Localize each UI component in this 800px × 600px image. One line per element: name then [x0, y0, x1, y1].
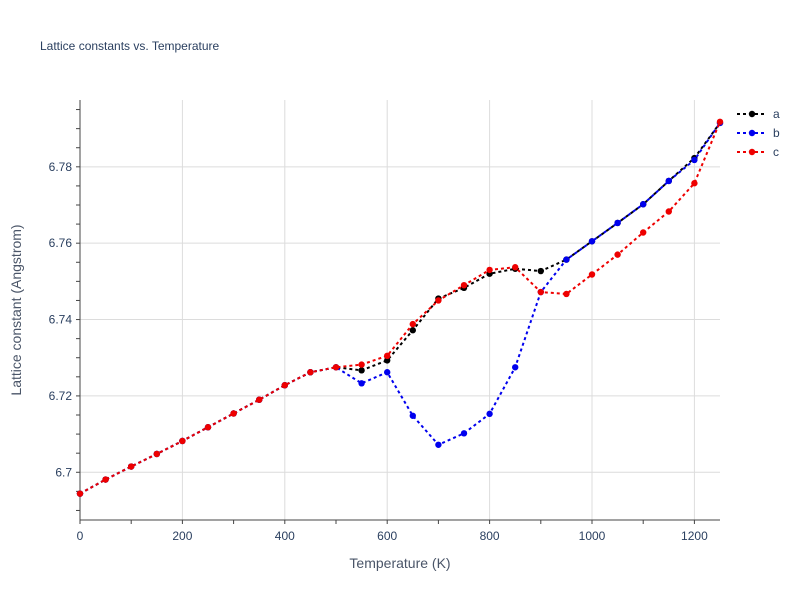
series-line-c: [79, 121, 721, 495]
y-axis-title: Lattice constant (Angstrom): [8, 224, 24, 395]
data-point-c: [256, 396, 263, 403]
axes: 0 200 400 600 800 1000 1200 6.7 6.72 6.74 6.76 6.78: [49, 100, 720, 543]
data-point-a: [358, 367, 365, 374]
y-tick-label: 6.76: [49, 236, 73, 250]
series-line-b: [79, 122, 721, 495]
data-point-c: [486, 266, 493, 274]
data-point-c: [512, 264, 519, 271]
data-point-b: [486, 410, 493, 418]
x-tick-label: 600: [377, 529, 397, 543]
data-point-b: [435, 441, 442, 448]
data-point-c: [153, 450, 160, 458]
data-point-b: [512, 364, 519, 371]
legend-marker-b: [748, 129, 756, 137]
legend-marker-c: [748, 148, 756, 156]
data-point-c: [102, 476, 109, 483]
legend-label-b: b: [773, 126, 780, 140]
data-point-b: [640, 201, 647, 208]
data-point-c: [358, 361, 365, 368]
data-point-c: [128, 463, 135, 470]
x-tick-label: 400: [275, 529, 295, 543]
data-point-c: [307, 369, 314, 376]
y-tick-label: 6.78: [49, 160, 73, 174]
data-point-c: [230, 410, 237, 417]
series-layer: [76, 118, 724, 497]
series-b: [76, 119, 724, 497]
data-point-b: [384, 369, 391, 376]
series-line-a: [79, 122, 721, 495]
legend-item-c[interactable]: c: [737, 145, 779, 159]
data-point-c: [640, 229, 647, 236]
data-point-c: [614, 251, 621, 258]
data-point-c: [435, 297, 442, 304]
y-tick-label: 6.7: [55, 465, 72, 479]
data-point-b: [588, 238, 596, 245]
legend-label-c: c: [773, 145, 779, 159]
data-point-c: [563, 290, 570, 298]
legend-item-b[interactable]: b: [737, 126, 780, 140]
series-c: [76, 118, 724, 497]
legend-marker-a: [748, 110, 756, 118]
data-point-b: [614, 219, 621, 227]
data-point-c: [409, 320, 416, 328]
data-point-a: [384, 357, 391, 364]
data-point-c: [716, 118, 724, 125]
data-point-a: [409, 327, 416, 334]
data-point-c: [537, 288, 544, 296]
x-tick-label: 1200: [681, 529, 708, 543]
data-point-c: [691, 180, 698, 187]
x-tick-label: 800: [480, 529, 500, 543]
data-point-c: [665, 208, 672, 215]
x-axis-title: Temperature (K): [349, 555, 450, 571]
data-point-a: [537, 267, 544, 275]
y-tick-label: 6.72: [49, 389, 73, 403]
legend-label-a: a: [773, 107, 780, 121]
x-tick-label: 200: [172, 529, 192, 543]
x-tick-label: 1000: [579, 529, 606, 543]
data-point-c: [588, 271, 596, 278]
data-point-c: [384, 352, 391, 360]
data-point-b: [691, 156, 698, 164]
data-point-c: [460, 281, 468, 289]
legend[interactable]: abc: [737, 107, 780, 159]
y-tick-label: 6.74: [49, 313, 73, 327]
data-point-b: [563, 256, 570, 263]
x-tick-label: 0: [77, 529, 84, 543]
data-point-b: [665, 177, 672, 185]
legend-item-a[interactable]: a: [737, 107, 780, 121]
data-point-b: [460, 430, 468, 437]
series-a: [76, 119, 724, 497]
grid: [79, 100, 720, 520]
data-point-b: [358, 380, 365, 387]
data-point-b: [409, 412, 416, 419]
data-point-c: [179, 437, 186, 445]
data-point-c: [76, 490, 84, 497]
data-point-c: [281, 382, 288, 389]
data-point-c: [332, 364, 340, 371]
data-point-c: [204, 424, 212, 431]
chart-title: Lattice constants vs. Temperature: [40, 39, 220, 53]
